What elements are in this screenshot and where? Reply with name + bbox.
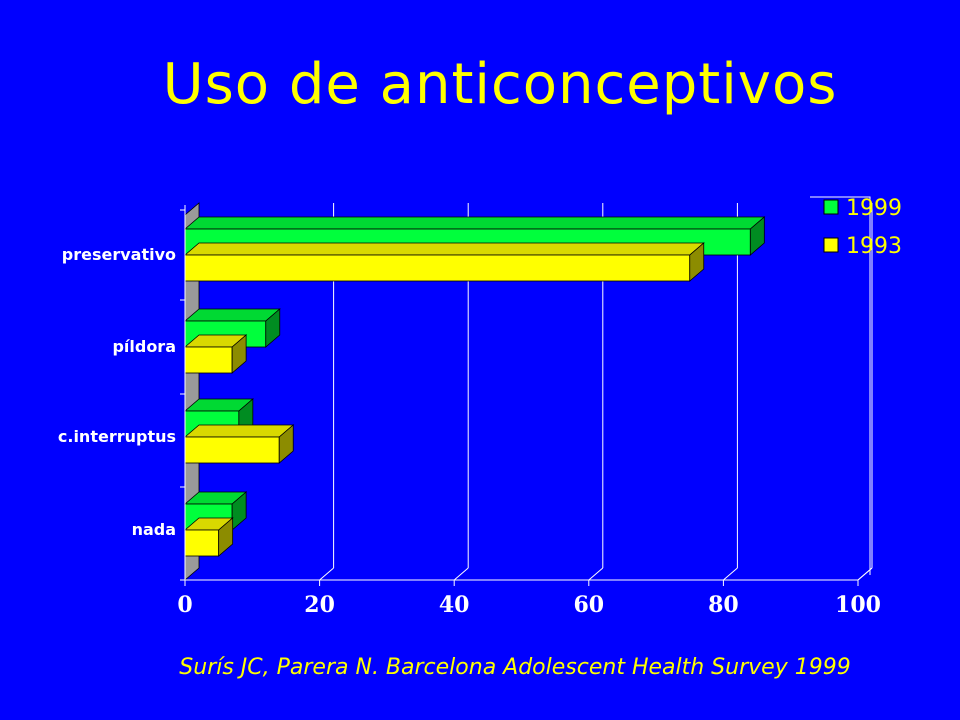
bar-side-face <box>218 517 234 557</box>
bar-side-face <box>265 308 281 348</box>
floor-line <box>588 567 604 581</box>
floor-line <box>453 567 469 581</box>
bar-1993-0 <box>183 242 705 282</box>
x-tick-label: 0 <box>177 592 192 618</box>
bar-front-face <box>184 436 280 464</box>
legend-label: 1999 <box>846 196 902 221</box>
bar-top-face <box>183 308 281 322</box>
bar-side-face <box>278 424 294 464</box>
bar-top-face <box>183 216 766 230</box>
bar-side-face <box>689 242 705 282</box>
legend-swatch <box>823 199 839 215</box>
legend-frame <box>810 196 871 575</box>
bar-1993-3 <box>183 517 234 557</box>
legend-swatch <box>823 237 839 253</box>
axes <box>180 205 873 586</box>
category-label: nada <box>132 520 176 539</box>
x-tick-label: 20 <box>304 592 335 618</box>
legend: 1999 1993 <box>810 196 902 575</box>
category-labels: preservativo píldora c.interruptus nada <box>58 245 176 539</box>
citation: Surís JC, Parera N. Barcelona Adolescent… <box>179 655 851 680</box>
floor-line <box>723 567 738 581</box>
bar-top-face <box>183 242 705 256</box>
bar-1993-2 <box>183 424 295 464</box>
x-tick-labels: 0 20 40 60 80 100 <box>177 592 881 618</box>
bar-front-face <box>184 254 691 282</box>
x-tick-label: 40 <box>439 592 470 618</box>
x-tick-label: 100 <box>835 592 881 618</box>
bar-side-face <box>749 216 765 256</box>
x-tick-label: 60 <box>573 592 604 618</box>
category-label: píldora <box>112 337 176 356</box>
category-label: c.interruptus <box>58 427 176 446</box>
bar-side-face <box>231 334 247 374</box>
bars <box>183 216 766 557</box>
bar-front-face <box>184 346 233 374</box>
category-label: preservativo <box>62 245 176 264</box>
floor-line <box>319 567 334 581</box>
legend-label: 1993 <box>846 234 902 259</box>
bar-1993-1 <box>183 334 248 374</box>
bar-top-face <box>183 424 295 438</box>
bar-front-face <box>184 529 220 557</box>
slide-title: Uso de anticonceptivos <box>162 52 838 117</box>
x-tick-label: 80 <box>708 592 739 618</box>
